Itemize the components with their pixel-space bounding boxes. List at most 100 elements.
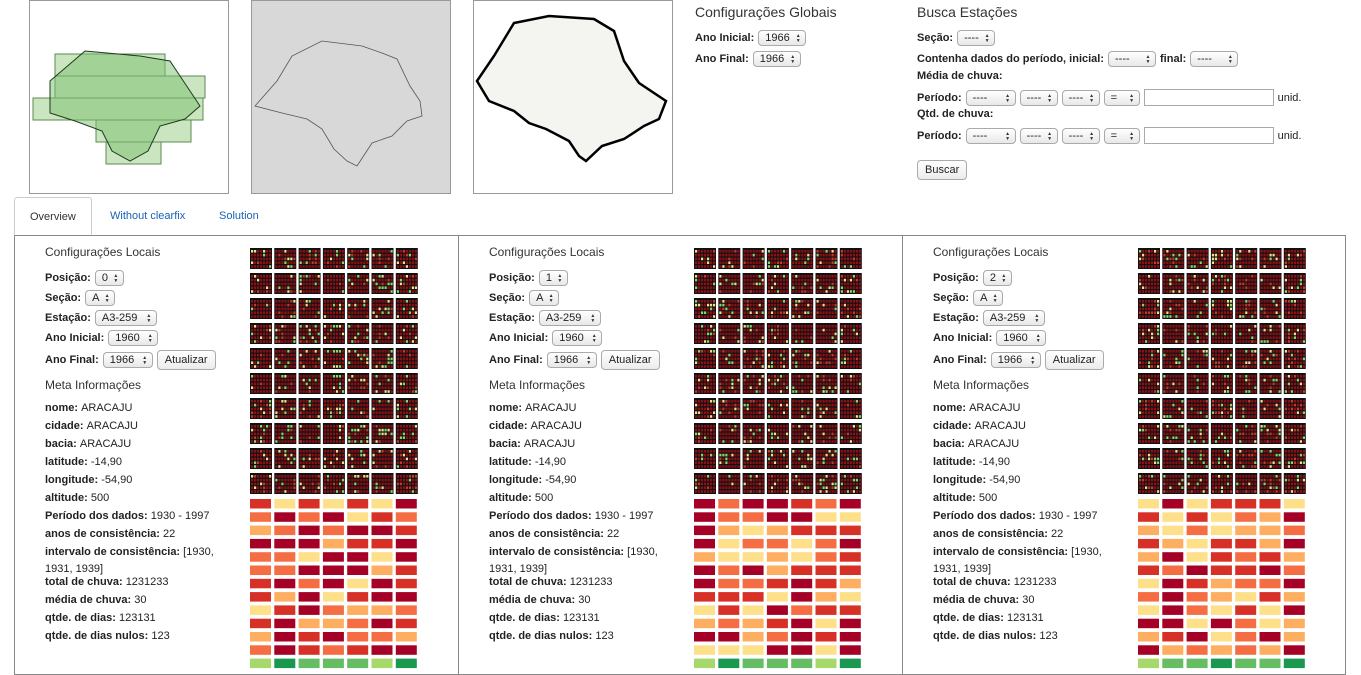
- heat-cell: [1235, 605, 1257, 615]
- heat-cell: [347, 512, 369, 522]
- estacao-select[interactable]: A3-259: [94, 310, 157, 326]
- posicao-select[interactable]: 1: [538, 270, 568, 286]
- calendar-block: [718, 348, 741, 369]
- meta-total-value: 1231233: [1013, 576, 1057, 588]
- calendar-block: [694, 323, 716, 344]
- meta-qtde_dias-value: 123131: [118, 612, 156, 624]
- tab-solution[interactable]: Solution: [219, 210, 259, 222]
- ano-inicial-select[interactable]: 1960: [996, 330, 1047, 346]
- heat-cell: [1186, 605, 1208, 615]
- meta-qtde_nulos: qtde. de dias nulos: 123: [933, 628, 1058, 645]
- ano-final-select[interactable]: 1966: [990, 352, 1041, 368]
- heat-cell: [791, 658, 813, 669]
- config-locais-title: Configurações Locais: [45, 245, 161, 259]
- media-periodo-select-2[interactable]: ----: [1019, 89, 1058, 106]
- calendar-block: [694, 248, 716, 269]
- heat-cell: [766, 645, 788, 655]
- heat-cell: [1283, 525, 1305, 536]
- calendar-block: [322, 323, 345, 344]
- meta-anos-value: 22: [607, 528, 620, 540]
- heat-cell: [1138, 538, 1159, 549]
- heat-cell: [1259, 499, 1281, 509]
- meta-anos: anos de consistência: 22: [45, 526, 175, 543]
- calendar-block: [815, 273, 838, 294]
- media-periodo-select-3[interactable]: ----: [1061, 89, 1100, 106]
- atualizar-button[interactable]: Atualizar: [156, 350, 216, 370]
- heat-cell: [742, 499, 764, 509]
- calendar-block: [839, 298, 862, 319]
- posicao-label: Posição:: [933, 272, 979, 284]
- meta-longitude-label: longitude:: [933, 474, 987, 486]
- qtd-periodo-select-2[interactable]: ----: [1019, 127, 1058, 144]
- calendar-block: [274, 448, 297, 469]
- calendar-block: [1259, 348, 1282, 369]
- secao-select[interactable]: A: [85, 290, 116, 306]
- qtd-periodo-select-1[interactable]: ----: [965, 127, 1016, 144]
- detail-map[interactable]: [473, 0, 673, 194]
- meta-qtde_dias: qtde. de dias: 123131: [45, 610, 156, 627]
- calendar-block: [1259, 398, 1282, 419]
- contenha-final-select[interactable]: ----: [1190, 51, 1239, 67]
- ano-final-select[interactable]: 1966: [546, 352, 597, 368]
- tab-overview[interactable]: Overview: [14, 197, 92, 235]
- meta-nome: nome: ARACAJU: [933, 400, 1020, 417]
- calendar-block: [815, 373, 838, 394]
- media-value-input[interactable]: [1143, 89, 1274, 106]
- tab-without-clearfix[interactable]: Without clearfix: [110, 210, 186, 222]
- meta-bacia-label: bacia:: [45, 438, 77, 450]
- heat-cell: [1259, 618, 1281, 629]
- heat-cell: [298, 632, 320, 642]
- ano-inicial-label: Ano Inicial:: [933, 332, 993, 344]
- busca-secao-select[interactable]: ----: [957, 30, 996, 46]
- grid-map[interactable]: [29, 0, 229, 194]
- calendar-block: [1162, 348, 1185, 369]
- estacao-label: Estação:: [489, 312, 535, 324]
- media-periodo-select-1[interactable]: ----: [965, 89, 1016, 106]
- config-locais-title: Configurações Locais: [489, 245, 605, 259]
- estacao-select[interactable]: A3-259: [982, 310, 1045, 326]
- calendar-block: [1138, 398, 1160, 419]
- meta-anos-label: anos de consistência:: [933, 528, 1048, 540]
- contenha-inicial-select[interactable]: ----: [1108, 51, 1157, 67]
- global-ano-inicial-select[interactable]: 1966: [758, 30, 807, 46]
- ano-final-select[interactable]: 1966: [102, 352, 153, 368]
- media-operator-select[interactable]: =: [1103, 89, 1140, 106]
- heat-cell: [1186, 538, 1208, 549]
- heat-cell: [274, 512, 296, 522]
- ano-inicial-select[interactable]: 1960: [108, 330, 159, 346]
- calendar-block: [766, 423, 789, 444]
- meta-cidade-label: cidade:: [45, 420, 84, 432]
- calendar-block: [766, 448, 789, 469]
- global-ano-final-select[interactable]: 1966: [752, 51, 801, 67]
- heat-cell: [250, 645, 271, 655]
- heat-cell: [395, 525, 417, 536]
- calendar-block: [1186, 348, 1209, 369]
- calendar-block: [1162, 273, 1185, 294]
- secao-select[interactable]: A: [973, 290, 1004, 306]
- buscar-button[interactable]: Buscar: [917, 160, 968, 180]
- posicao-select[interactable]: 0: [94, 270, 124, 286]
- heat-cell: [298, 565, 320, 575]
- heat-cell: [1235, 538, 1257, 549]
- heat-cell: [1162, 578, 1184, 589]
- heat-cell: [1259, 578, 1281, 589]
- heat-cell: [250, 552, 271, 562]
- ano-inicial-select[interactable]: 1960: [552, 330, 603, 346]
- secao-select[interactable]: A: [529, 290, 560, 306]
- heat-cell: [1162, 525, 1184, 536]
- calendar-block: [694, 473, 716, 494]
- qtd-value-input[interactable]: [1143, 127, 1274, 144]
- calendar-block: [839, 448, 862, 469]
- calendar-block: [298, 473, 321, 494]
- qtd-operator-select[interactable]: =: [1103, 127, 1140, 144]
- calendar-block: [1235, 248, 1258, 269]
- posicao-select[interactable]: 2: [982, 270, 1012, 286]
- meta-nome-value: ARACAJU: [81, 402, 133, 414]
- qtd-periodo-select-3[interactable]: ----: [1061, 127, 1100, 144]
- atualizar-button[interactable]: Atualizar: [600, 350, 660, 370]
- estacao-select[interactable]: A3-259: [538, 310, 601, 326]
- calendar-block: [1235, 423, 1258, 444]
- atualizar-button[interactable]: Atualizar: [1044, 350, 1104, 370]
- outline-map[interactable]: [251, 0, 451, 194]
- heat-cell: [322, 618, 344, 629]
